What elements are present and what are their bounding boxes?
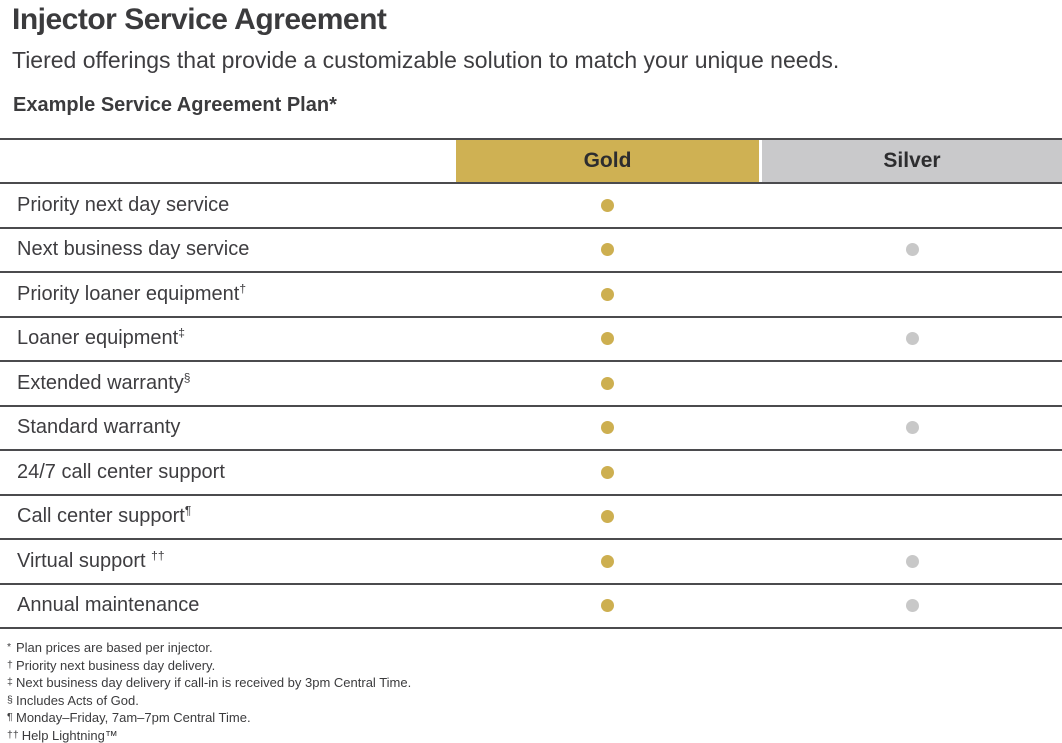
feature-label: Virtual support †† xyxy=(17,548,165,572)
gold-cell xyxy=(456,421,759,435)
footnote: ¶ Monday–Friday, 7am–7pm Central Time. xyxy=(7,709,1062,727)
silver-cell xyxy=(762,199,1062,212)
gold-dot xyxy=(601,465,614,479)
feature-label: Annual maintenance xyxy=(17,594,200,617)
gold-column-label: Gold xyxy=(583,149,632,172)
gold-dot xyxy=(601,376,614,390)
silver-column-label: Silver xyxy=(883,149,941,172)
footnote-marker: ‡ xyxy=(7,676,13,688)
footnote-ref: ‡ xyxy=(178,325,185,340)
silver-cell xyxy=(762,510,1062,523)
footnote-marker: † xyxy=(7,658,13,671)
gold-column-header: Gold xyxy=(456,140,759,182)
silver-dot xyxy=(905,332,919,346)
gold-cell xyxy=(456,599,759,613)
footnote-marker: ¶ xyxy=(7,711,13,723)
footnote-marker: †† xyxy=(7,728,19,741)
footnote-ref: § xyxy=(183,370,191,385)
footnote: § Includes Acts of God. xyxy=(7,692,1062,710)
table-row: Priority next day service xyxy=(0,184,1062,229)
silver-cell xyxy=(762,288,1062,301)
plan-comparison-table: Gold Silver Priority next day service Ne… xyxy=(0,138,1062,629)
silver-cell xyxy=(762,332,1062,346)
footnote-text: Help Lightning™ xyxy=(21,727,118,743)
gold-dot xyxy=(601,198,614,212)
gold-dot xyxy=(601,510,614,524)
feature-column-header xyxy=(0,140,456,182)
silver-cell xyxy=(762,421,1062,435)
silver-dot xyxy=(905,421,919,435)
footnote-ref: †† xyxy=(151,548,165,563)
gold-cell xyxy=(456,376,759,390)
gold-cell xyxy=(456,554,759,568)
silver-column-header: Silver xyxy=(762,140,1062,182)
silver-cell xyxy=(762,599,1062,613)
footnote-text: Monday–Friday, 7am–7pm Central Time. xyxy=(16,710,251,725)
footnote: †† Help Lightning™ xyxy=(7,727,1062,743)
gold-dot xyxy=(601,332,614,346)
intro-section: Injector Service Agreement Tiered offeri… xyxy=(0,0,1062,116)
silver-cell xyxy=(762,554,1062,568)
page-title: Injector Service Agreement xyxy=(12,3,387,36)
feature-label: Priority loaner equipment† xyxy=(17,281,247,305)
footnote-text: Includes Acts of God. xyxy=(16,692,139,708)
footnote: * Plan prices are based per injector. xyxy=(7,639,1062,657)
feature-label: Next business day service xyxy=(17,238,250,261)
feature-label: Priority next day service xyxy=(17,193,230,216)
table-row: Annual maintenance xyxy=(0,585,1062,629)
silver-dot xyxy=(905,599,919,613)
table-row: Loaner equipment‡ xyxy=(0,318,1062,362)
table-row: Virtual support †† xyxy=(0,540,1062,585)
silver-dot xyxy=(905,243,919,257)
gold-dot xyxy=(601,554,614,568)
gold-cell xyxy=(456,287,759,301)
feature-label: Extended warranty§ xyxy=(17,370,191,394)
silver-cell xyxy=(762,377,1062,390)
table-row: Extended warranty§ xyxy=(0,362,1062,407)
page-subtitle: Tiered offerings that provide a customiz… xyxy=(12,47,840,73)
gold-dot xyxy=(601,243,614,257)
silver-dot xyxy=(905,554,919,568)
feature-label: 24/7 call center support xyxy=(17,460,225,483)
gold-cell xyxy=(456,510,759,524)
gold-dot xyxy=(601,599,614,613)
gold-cell xyxy=(456,465,759,479)
table-row: Standard warranty xyxy=(0,407,1062,451)
footnote: † Priority next business day delivery. xyxy=(7,657,1062,675)
feature-label: Standard warranty xyxy=(17,416,181,439)
table-row: Priority loaner equipment† xyxy=(0,273,1062,318)
footnote-ref: ¶ xyxy=(184,503,192,518)
gold-dot xyxy=(601,421,614,435)
footnote-ref: † xyxy=(239,281,247,296)
table-row: Next business day service xyxy=(0,229,1062,273)
gold-dot xyxy=(601,287,614,301)
gold-cell xyxy=(456,243,759,257)
table-row: Call center support¶ xyxy=(0,496,1062,540)
footnote-text: Priority next business day delivery. xyxy=(16,657,216,673)
footnotes: * Plan prices are based per injector. † Pr… xyxy=(0,639,1062,743)
footnote-text: Plan prices are based per injector. xyxy=(16,640,213,655)
silver-cell xyxy=(762,243,1062,257)
gold-cell xyxy=(456,332,759,346)
footnote-marker: * xyxy=(7,641,12,653)
table-heading: Example Service Agreement Plan* xyxy=(13,94,337,116)
silver-cell xyxy=(762,466,1062,479)
footnote-text: Next business day delivery if call-in is… xyxy=(16,675,412,690)
gold-cell xyxy=(456,198,759,212)
table-row: 24/7 call center support xyxy=(0,451,1062,496)
footnote-marker: § xyxy=(7,693,13,706)
table-header-row: Gold Silver xyxy=(0,138,1062,184)
footnote: ‡ Next business day delivery if call-in i… xyxy=(7,674,1062,692)
feature-label: Call center support¶ xyxy=(17,503,192,528)
feature-label: Loaner equipment‡ xyxy=(17,325,185,350)
